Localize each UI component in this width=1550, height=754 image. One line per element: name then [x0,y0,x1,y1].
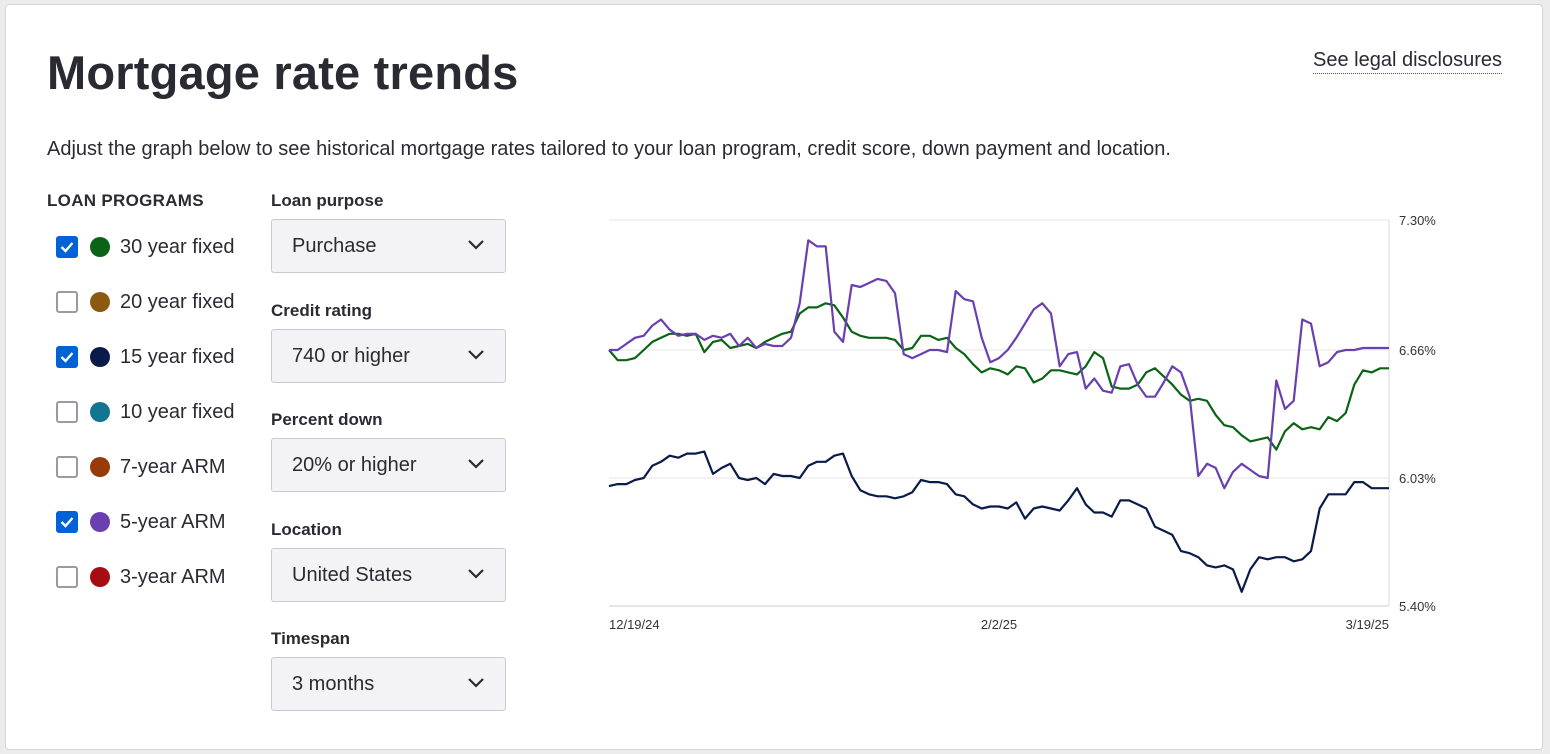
series-color-dot [90,292,110,312]
loan-program-checkbox[interactable] [56,456,78,478]
series-color-dot [90,512,110,532]
loan-program-label: 10 year fixed [120,400,235,423]
percent-down-select[interactable]: 20% or higher [271,438,506,492]
mortgage-rate-card: Mortgage rate trends See legal disclosur… [5,4,1543,750]
x-tick-label: 12/19/24 [609,617,660,632]
location-label: Location [271,520,342,539]
series-color-dot [90,237,110,257]
series-color-dot [90,347,110,367]
loan-purpose-label: Loan purpose [271,191,384,210]
loan-program-option[interactable]: 5-year ARM [56,507,226,537]
chevron-down-icon [468,459,484,469]
series-color-dot [90,402,110,422]
loan-program-option[interactable]: 15 year fixed [56,342,235,372]
series-color-dot [90,567,110,587]
chevron-down-icon [468,350,484,360]
page-title: Mortgage rate trends [47,46,519,99]
location-select[interactable]: United States [271,548,506,602]
chevron-down-icon [468,569,484,579]
series-line-15-year-fixed [608,450,1389,593]
checkmark-icon [60,517,74,528]
y-tick-label: 5.40% [1399,599,1436,614]
checkmark-icon [60,352,74,363]
chevron-down-icon [468,678,484,688]
description: Adjust the graph below to see historical… [47,138,1171,160]
loan-program-checkbox[interactable] [56,236,78,258]
loan-program-option[interactable]: 10 year fixed [56,397,235,427]
credit-rating-select[interactable]: 740 or higher [271,329,506,383]
loan-purpose-value: Purchase [292,234,377,257]
loan-purpose-select[interactable]: Purchase [271,219,506,273]
x-tick-label: 3/19/25 [1346,617,1389,632]
percent-down-label: Percent down [271,410,383,429]
loan-program-label: 15 year fixed [120,345,235,368]
loan-program-label: 7-year ARM [120,455,226,478]
loan-programs-heading: LOAN PROGRAMS [47,191,204,210]
chevron-down-icon [468,240,484,250]
loan-program-checkbox[interactable] [56,566,78,588]
timespan-value: 3 months [292,672,375,695]
y-tick-label: 6.03% [1399,471,1436,486]
loan-program-checkbox[interactable] [56,401,78,423]
credit-rating-label: Credit rating [271,301,373,320]
percent-down-value: 20% or higher [292,453,417,476]
loan-program-option[interactable]: 7-year ARM [56,452,226,482]
loan-program-option[interactable]: 20 year fixed [56,287,235,317]
timespan-select[interactable]: 3 months [271,657,506,711]
loan-program-option[interactable]: 30 year fixed [56,232,235,262]
location-value: United States [292,563,413,586]
rate-chart: 7.30% 6.66% 6.03% 5.40% 12/19/24 2/2/25 3/19/2… [608,213,1436,632]
timespan-label: Timespan [271,629,351,648]
loan-program-label: 5-year ARM [120,510,226,533]
loan-program-label: 20 year fixed [120,290,235,313]
checkmark-icon [60,242,74,253]
y-tick-label: 7.30% [1399,213,1436,228]
loan-program-option[interactable]: 3-year ARM [56,562,226,592]
loan-program-checkbox[interactable] [56,511,78,533]
y-tick-label: 6.66% [1399,343,1436,358]
series-color-dot [90,457,110,477]
loan-program-checkbox[interactable] [56,346,78,368]
x-tick-label: 2/2/25 [981,617,1017,632]
credit-rating-value: 740 or higher [292,344,410,367]
legal-disclosures-link[interactable]: See legal disclosures [1313,49,1502,74]
loan-program-label: 3-year ARM [120,565,226,588]
loan-program-label: 30 year fixed [120,235,235,258]
series-line-5-year-arm [609,239,1389,490]
loan-program-checkbox[interactable] [56,291,78,313]
